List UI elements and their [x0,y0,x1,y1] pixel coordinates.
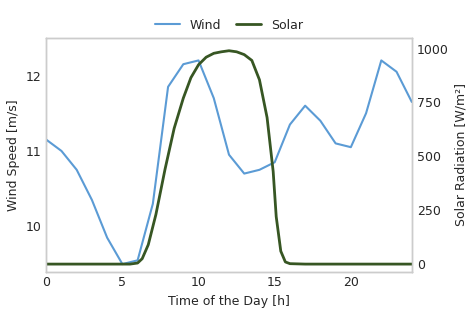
Wind [378,59,384,62]
Solar [302,262,308,266]
Solar [283,260,288,264]
Solar [409,262,415,266]
Y-axis label: Wind Speed [m/s]: Wind Speed [m/s] [7,99,20,210]
Wind [181,62,186,66]
Solar [378,262,384,266]
Wind [150,202,155,206]
Solar [363,262,369,266]
Solar [226,49,232,53]
Solar [44,262,49,266]
Solar [89,262,95,266]
Wind [363,111,369,115]
Wind [135,258,140,262]
Wind [302,104,308,108]
Line: Solar: Solar [46,51,412,264]
Solar [162,167,168,171]
Solar [119,262,125,266]
Solar [270,169,276,173]
Solar [234,50,239,54]
Wind [211,96,217,100]
Wind [409,100,415,104]
X-axis label: Time of the Day [h]: Time of the Day [h] [168,295,290,308]
Wind [59,149,64,153]
Solar [146,243,151,247]
Y-axis label: Solar Radiation [W/m²]: Solar Radiation [W/m²] [454,83,467,226]
Solar [287,262,293,266]
Solar [249,59,255,62]
Solar [264,116,270,119]
Solar [394,262,400,266]
Wind [272,160,278,164]
Wind [348,145,354,149]
Legend: Wind, Solar: Wind, Solar [150,14,308,37]
Wind [89,198,95,202]
Solar [203,55,209,59]
Solar [273,215,279,219]
Wind [104,236,110,240]
Solar [211,51,217,55]
Solar [196,63,201,67]
Solar [188,76,194,80]
Solar [135,261,140,265]
Solar [278,249,283,253]
Wind [119,262,125,266]
Wind [165,85,171,89]
Solar [219,50,224,54]
Solar [333,262,338,266]
Solar [181,96,186,100]
Solar [127,262,133,266]
Wind [333,141,338,145]
Wind [318,119,323,123]
Line: Wind: Wind [46,60,412,264]
Solar [74,262,80,266]
Wind [74,168,80,172]
Wind [287,123,293,126]
Wind [241,172,247,175]
Solar [348,262,354,266]
Wind [256,168,262,172]
Solar [59,262,64,266]
Solar [139,257,145,261]
Solar [318,262,323,266]
Wind [226,153,232,157]
Solar [171,126,177,130]
Solar [153,213,159,216]
Solar [104,262,110,266]
Solar [256,78,262,82]
Solar [241,53,247,56]
Wind [44,138,49,141]
Wind [394,70,400,74]
Wind [196,59,201,62]
